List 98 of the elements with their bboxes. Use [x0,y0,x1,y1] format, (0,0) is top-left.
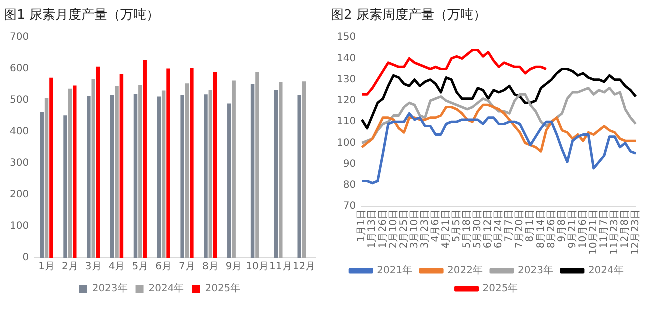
legend-label: 2023年 [518,264,554,277]
legend-label: 2025年 [205,282,241,295]
bar [279,82,283,258]
bar [274,90,278,258]
bar [92,79,96,258]
bar [87,96,91,258]
legend-label: 2025年 [482,282,518,295]
bar [96,66,100,258]
x-tick-label: 2月25日 [398,210,410,249]
legend-label: 2024年 [148,282,184,295]
y-tick-label: 100 [10,221,30,232]
legend-label: 2024年 [588,264,624,277]
x-tick-label: 9月8日 [556,210,568,242]
x-tick-label: 6月12日 [483,210,494,249]
x-tick-label: 8月1日 [525,210,536,242]
y-tick-label: 500 [10,95,30,106]
bar [40,112,44,258]
legend-label: 2023年 [92,282,128,295]
bar [50,78,54,258]
bar [232,80,236,258]
x-tick-label: 2月10日 [388,210,400,249]
bar [143,60,147,258]
x-tick-label: 7月20日 [514,210,526,249]
y-tick-label: 400 [10,126,30,138]
bar [134,94,138,258]
x-tick-label: 10月 [246,262,269,273]
bar [115,86,119,258]
x-tick-label: 1月26日 [378,210,389,249]
x-tick-label: 10月21日 [588,210,600,256]
x-tick-label: 8月14日 [536,210,547,249]
bar [44,98,49,258]
x-tick-label: 1月1日 [356,210,368,242]
y-tick-label: 150 [336,32,356,44]
bar [256,72,260,258]
x-tick-label: 1月13日 [367,210,378,249]
y-tick-label: 140 [336,53,356,64]
x-tick-label: 5月5日 [451,210,462,242]
x-tick-label: 6月24日 [494,210,505,249]
x-tick-label: 3月23日 [420,210,431,249]
bar [73,86,77,258]
y-tick-label: 600 [10,64,30,75]
bar [250,84,255,258]
y-tick-label: 90 [343,158,356,170]
y-tick-label: 100 [336,138,356,149]
x-tick-label: 7月 [179,262,196,273]
x-tick-label: 4月21日 [440,210,452,249]
bar [190,68,194,258]
x-tick-label: 4月 [108,262,126,273]
bar [68,88,72,258]
x-tick-label: 10月6日 [578,210,589,249]
x-tick-label: 3月10日 [409,210,420,249]
bar [64,116,68,258]
y-tick-label: 110 [336,116,356,128]
y-tick-label: 300 [10,158,30,170]
bar [204,94,208,258]
y-tick-label: 200 [10,190,30,201]
x-tick-label: 5月30日 [472,210,484,249]
bar [180,95,184,258]
y-tick-label: 70 [343,201,356,212]
bar [120,74,124,258]
x-tick-label: 11月 [270,262,292,273]
x-tick-label: 8月26日 [546,210,558,249]
legend-label: 2021年 [377,264,413,277]
x-tick-label: 5月 [132,262,149,273]
bar [138,85,142,258]
y-tick-label: 120 [336,96,356,107]
bar [298,96,302,258]
x-tick-label: 12月8日 [620,210,632,249]
y-tick-label: 0 [22,252,30,264]
bar [302,82,306,258]
y-tick-label: 130 [336,74,356,86]
bar [157,96,162,258]
chart-title: 图2 尿素周度产量（万吨） [331,7,486,24]
x-tick-label: 12月23日 [630,210,642,256]
bar [185,84,190,258]
bar [110,95,114,258]
x-tick-label: 11月23日 [610,210,621,256]
x-tick-label: 3月 [85,262,102,273]
bar [228,104,232,258]
x-tick-label: 4月6日 [430,210,442,242]
x-tick-label: 1月 [38,262,55,273]
x-tick-label: 7月7日 [504,210,516,242]
bar [208,90,213,258]
x-tick-label: 2月 [62,262,78,273]
y-tick-label: 700 [10,32,30,44]
bar [166,68,170,258]
x-tick-label: 9月21日 [567,210,578,249]
bar [162,90,166,258]
x-tick-label: 9月 [226,262,242,273]
x-tick-label: 6月 [156,262,172,273]
x-tick-label: 11月7日 [598,210,610,249]
x-tick-label: 8月 [202,262,219,273]
legend-label: 2022年 [448,264,484,277]
chart-title: 图1 尿素月度产量（万吨） [4,7,160,24]
x-tick-label: 5月18日 [462,210,474,249]
x-tick-label: 12月 [292,262,316,273]
bar [213,72,218,258]
y-tick-label: 80 [343,180,356,192]
